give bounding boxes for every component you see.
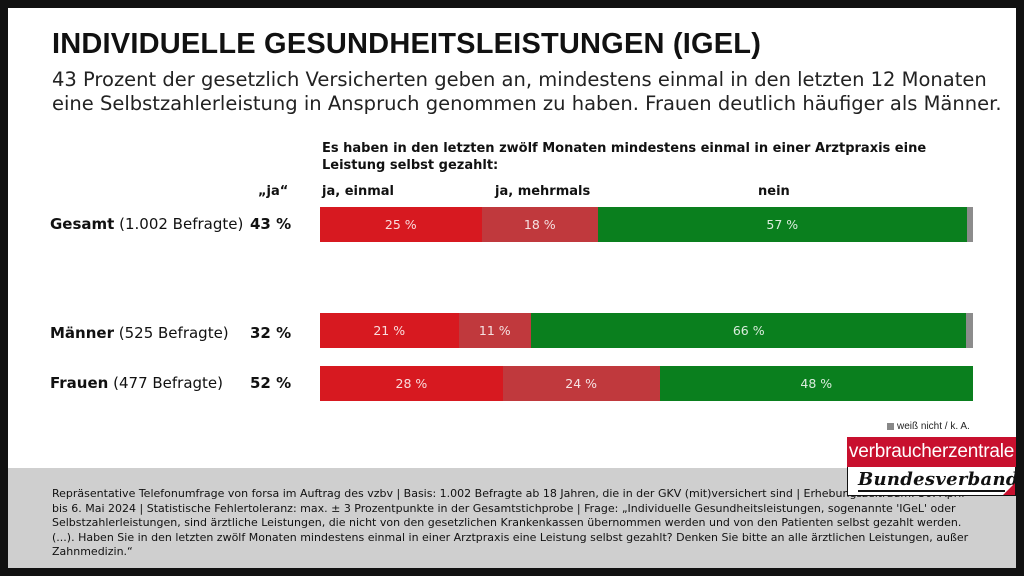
row-detail: (477 Befragte) [113, 374, 224, 392]
row-ja-value-frauen: 52 % [250, 374, 292, 392]
row-name: Männer [50, 324, 114, 342]
column-header-ja: „ja“ [258, 184, 289, 199]
legend-nein: nein [758, 184, 790, 199]
data-label: 11 % [478, 323, 511, 338]
bar-segment-frauen-ja-mehrmals: 24 % [502, 366, 660, 401]
logo-subline-text: Bundesverband [858, 469, 1019, 490]
chart-title: INDIVIDUELLE GESUNDHEITSLEISTUNGEN (IGEL… [52, 28, 762, 60]
logo-wordmark: verbraucherzentrale [847, 437, 1016, 467]
row-label-maenner: Männer (525 Befragte) [50, 324, 229, 342]
bar-segment-maenner-nein: 66 % [531, 313, 967, 348]
row-name: Gesamt [50, 215, 115, 233]
bar-segment-maenner-ja-einmal: 21 % [320, 313, 459, 348]
data-label: 24 % [565, 376, 598, 391]
survey-question: Es haben in den letzten zwölf Monaten mi… [322, 141, 927, 173]
logo-underline [858, 490, 1005, 492]
bar-maenner: 21 % 11 % 66 % [320, 313, 973, 348]
row-name: Frauen [50, 374, 109, 392]
legend-weiss-nicht: weiß nicht / k. A. [887, 421, 970, 432]
bar-segment-maenner-ja-mehrmals: 11 % [458, 313, 532, 348]
bar-gesamt: 25 % 18 % 57 % [320, 207, 973, 242]
row-ja-value-gesamt: 43 % [250, 215, 292, 233]
data-label: 48 % [800, 376, 833, 391]
data-label: 66 % [732, 323, 765, 338]
bar-segment-gesamt-weiss-nicht [966, 207, 973, 242]
row-label-gesamt: Gesamt (1.002 Befragte) [50, 215, 243, 233]
bar-segment-maenner-weiss-nicht [966, 313, 973, 348]
data-label: 57 % [766, 217, 799, 232]
row-label-frauen: Frauen (477 Befragte) [50, 374, 223, 392]
logo-corner [1003, 483, 1015, 495]
bar-segment-gesamt-ja-einmal: 25 % [320, 207, 482, 242]
bar-segment-frauen-nein: 48 % [659, 366, 973, 401]
logo-subline: Bundesverband [847, 467, 1019, 496]
bar-frauen: 28 % 24 % 48 % [320, 366, 973, 401]
data-label: 21 % [373, 323, 406, 338]
row-detail: (1.002 Befragte) [119, 215, 244, 233]
chart-subtitle: 43 Prozent der gesetzlich Versicherten g… [52, 68, 1002, 115]
legend-swatch [887, 423, 894, 430]
row-detail: (525 Befragte) [118, 324, 229, 342]
row-ja-value-maenner: 32 % [250, 324, 292, 342]
bar-segment-gesamt-ja-mehrmals: 18 % [481, 207, 598, 242]
legend-weiss-nicht-label: weiß nicht / k. A. [897, 421, 970, 432]
data-label: 28 % [395, 376, 428, 391]
footer-methodology: Repräsentative Telefonumfrage von forsa … [52, 487, 969, 558]
bar-segment-frauen-ja-einmal: 28 % [320, 366, 503, 401]
bar-segment-gesamt-nein: 57 % [598, 207, 967, 242]
legend-ja-einmal: ja, einmal [322, 184, 394, 199]
data-label: 25 % [384, 217, 417, 232]
legend-ja-mehrmals: ja, mehrmals [495, 184, 591, 199]
data-label: 18 % [523, 217, 556, 232]
vzbv-logo: verbraucherzentrale Bundesverband [847, 437, 1019, 496]
